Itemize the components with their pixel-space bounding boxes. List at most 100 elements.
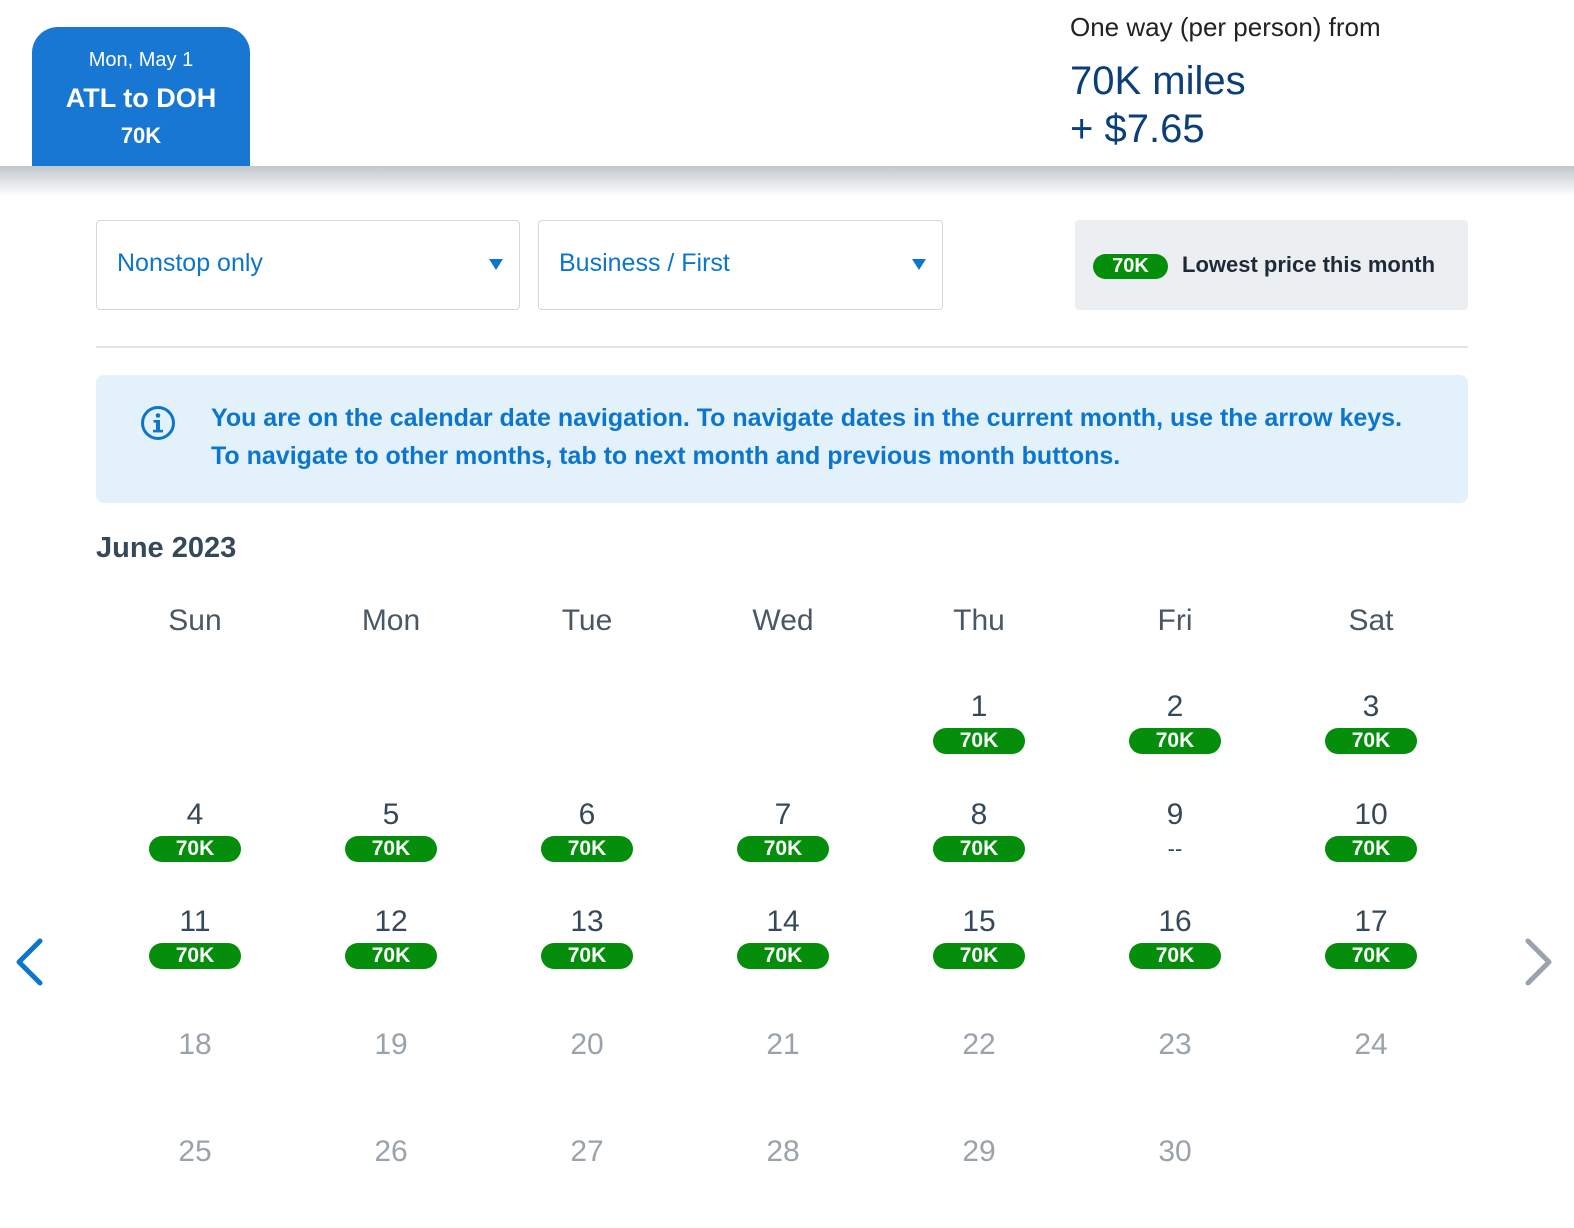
calendar-day: 25 <box>120 1135 270 1225</box>
weekday-label: Mon <box>361 604 421 637</box>
day-number: 18 <box>178 1028 212 1061</box>
day-number: 21 <box>766 1028 800 1061</box>
day-number: 2 <box>1166 690 1184 723</box>
calendar-day: 30 <box>1100 1135 1250 1225</box>
calendar-day[interactable]: 12 70K <box>316 905 466 995</box>
info-icon <box>141 406 175 440</box>
calendar-day[interactable]: 1 70K <box>904 690 1054 780</box>
lowest-price-legend: 70K Lowest price this month <box>1075 220 1468 310</box>
calendar-day: 29 <box>904 1135 1054 1225</box>
day-number: 7 <box>774 798 792 831</box>
caret-down-icon <box>489 259 503 270</box>
day-number: 10 <box>1354 798 1388 831</box>
divider <box>96 346 1468 348</box>
cabin-select-value: Business / First <box>559 249 730 277</box>
calendar-day[interactable]: 10 70K <box>1296 798 1446 888</box>
day-price-pill: 70K <box>541 943 633 969</box>
calendar-day[interactable]: 4 70K <box>120 798 270 888</box>
next-month-button[interactable] <box>1518 935 1558 989</box>
tab-date: Mon, May 1 <box>88 49 194 71</box>
chevron-right-icon <box>1525 938 1552 986</box>
calendar-day: 26 <box>316 1135 466 1225</box>
day-number: 23 <box>1158 1028 1192 1061</box>
day-number: 6 <box>578 798 596 831</box>
calendar-day: 23 <box>1100 1028 1250 1118</box>
day-price-pill: 70K <box>1325 728 1417 754</box>
day-number: 30 <box>1158 1135 1192 1168</box>
day-number: 29 <box>962 1135 996 1168</box>
calendar-day: 18 <box>120 1028 270 1118</box>
calendar-day[interactable]: 5 70K <box>316 798 466 888</box>
stops-select[interactable]: Nonstop only <box>96 220 520 310</box>
day-number: 4 <box>186 798 204 831</box>
day-number: 3 <box>1362 690 1380 723</box>
day-number: 19 <box>374 1028 408 1061</box>
calendar-day[interactable]: 14 70K <box>708 905 858 995</box>
day-number: 8 <box>970 798 988 831</box>
day-price-pill: 70K <box>541 836 633 862</box>
day-number: 26 <box>374 1135 408 1168</box>
calendar-day[interactable]: 2 70K <box>1100 690 1250 780</box>
day-number: 11 <box>179 905 211 938</box>
day-number: 5 <box>382 798 400 831</box>
day-price-pill: 70K <box>1129 943 1221 969</box>
day-number: 24 <box>1354 1028 1388 1061</box>
day-number: 13 <box>570 905 604 938</box>
day-price-pill: 70K <box>1129 728 1221 754</box>
day-price-pill: 70K <box>933 728 1025 754</box>
fare-summary: One way (per person) from 70K miles + $7… <box>1070 12 1550 153</box>
legend-text: Lowest price this month <box>1182 252 1436 277</box>
weekday-label: Sun <box>168 604 222 637</box>
header-shadow <box>0 166 1574 196</box>
weekday-label: Sat <box>1348 604 1394 637</box>
calendar-day[interactable]: 13 70K <box>512 905 662 995</box>
calendar-day[interactable]: 11 70K <box>120 905 270 995</box>
weekday-label: Fri <box>1157 604 1193 637</box>
day-number: 14 <box>766 905 800 938</box>
day-number: 9 <box>1166 798 1184 831</box>
day-number: 16 <box>1158 905 1192 938</box>
fare-label: One way (per person) from <box>1070 12 1381 42</box>
day-price-pill: 70K <box>737 943 829 969</box>
day-price-pill: 70K <box>1325 836 1417 862</box>
calendar-day: 20 <box>512 1028 662 1118</box>
tab-price: 70K <box>120 123 162 148</box>
day-price-pill: 70K <box>149 836 241 862</box>
weekday-label: Thu <box>953 604 1005 637</box>
tab-route: ATL to DOH <box>65 83 217 113</box>
info-banner: You are on the calendar date navigation.… <box>96 375 1468 503</box>
chevron-left-icon <box>16 938 43 986</box>
calendar-day[interactable]: 17 70K <box>1296 905 1446 995</box>
calendar-day[interactable]: 15 70K <box>904 905 1054 995</box>
day-number: 1 <box>970 690 988 723</box>
day-price-pill: 70K <box>933 943 1025 969</box>
day-number: 12 <box>374 905 408 938</box>
info-text: You are on the calendar date navigation.… <box>211 404 1403 470</box>
fare-miles: 70K miles <box>1070 59 1246 103</box>
calendar-day[interactable]: 16 70K <box>1100 905 1250 995</box>
calendar-day[interactable]: 9 -- <box>1100 798 1250 888</box>
day-price-pill: 70K <box>345 836 437 862</box>
calendar-day: 22 <box>904 1028 1054 1118</box>
header: Mon, May 1 ATL to DOH 70K One way (per p… <box>0 0 1574 166</box>
day-number: 22 <box>962 1028 996 1061</box>
day-number: 15 <box>962 905 996 938</box>
day-price-pill: 70K <box>1325 943 1417 969</box>
caret-down-icon <box>912 259 926 270</box>
selected-date-tab[interactable]: Mon, May 1 ATL to DOH 70K <box>32 27 250 166</box>
weekday-label: Tue <box>561 604 613 637</box>
day-number: 27 <box>570 1135 604 1168</box>
month-title: June 2023 <box>96 532 237 564</box>
calendar-day[interactable]: 8 70K <box>904 798 1054 888</box>
day-price-pill: 70K <box>345 943 437 969</box>
previous-month-button[interactable] <box>10 935 50 989</box>
day-price-pill: 70K <box>737 836 829 862</box>
cabin-select[interactable]: Business / First <box>538 220 943 310</box>
day-price-pill: 70K <box>149 943 241 969</box>
calendar-day[interactable]: 6 70K <box>512 798 662 888</box>
calendar-day[interactable]: 7 70K <box>708 798 858 888</box>
legend-price-pill: 70K <box>1093 254 1168 279</box>
stops-select-value: Nonstop only <box>117 249 263 277</box>
day-price-pill: 70K <box>933 836 1025 862</box>
calendar-day[interactable]: 3 70K <box>1296 690 1446 780</box>
